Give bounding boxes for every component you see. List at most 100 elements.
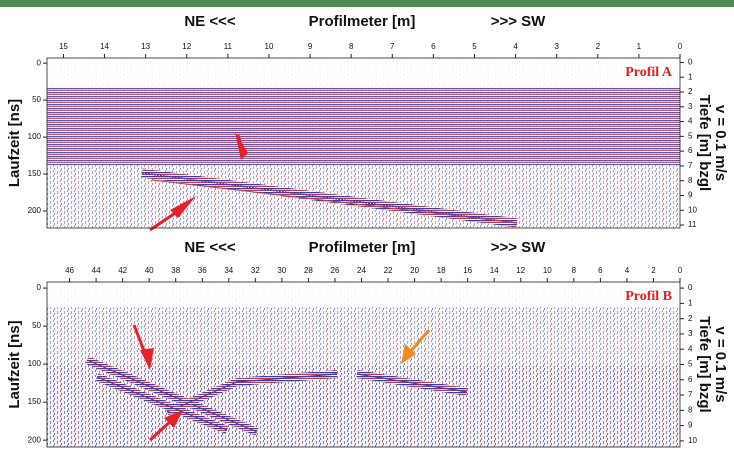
- reflector: [151, 179, 518, 224]
- x-tick-label: 12: [182, 42, 191, 51]
- y-tick-label: 150: [28, 169, 42, 178]
- x-tick-label: 26: [331, 266, 340, 275]
- x-tick-label: 10: [543, 266, 552, 275]
- y2-tick-label: 1: [688, 298, 693, 307]
- y2-tick-label: 6: [688, 146, 693, 155]
- direction-right: >>> SW: [491, 13, 546, 30]
- y-axis-title: Laufzeit [ns]: [6, 99, 23, 187]
- x-tick-label: 18: [437, 266, 446, 275]
- direction-right: >>> SW: [491, 239, 546, 256]
- arrow-shaft: [236, 134, 246, 156]
- y2-tick-label: 7: [688, 390, 693, 399]
- direction-left: NE <<<: [184, 13, 236, 30]
- y2-tick-label: 9: [688, 421, 693, 430]
- banded-layer: [47, 86, 680, 166]
- y-tick-label: 50: [32, 95, 41, 104]
- x-tick-label: 20: [410, 266, 419, 275]
- y2-tick-label: 5: [688, 131, 693, 140]
- arrow: [401, 344, 416, 364]
- x-tick-label: 7: [390, 42, 395, 51]
- y2-tick-label: 2: [688, 314, 693, 323]
- x-tick-label: 36: [198, 266, 207, 275]
- y-tick-label: 0: [37, 58, 42, 67]
- y2-tick-label: 0: [688, 283, 693, 292]
- arrow: [140, 348, 154, 370]
- y-tick-label: 50: [32, 321, 41, 330]
- y2-tick-label: 5: [688, 360, 693, 369]
- x-tick-label: 13: [141, 42, 150, 51]
- plot-frame: [46, 57, 681, 229]
- x-tick-label: 14: [100, 42, 109, 51]
- y-tick-label: 150: [28, 397, 42, 406]
- arrow-shaft: [408, 329, 431, 353]
- x-tick-label: 14: [490, 266, 499, 275]
- y-tick-label: 200: [28, 435, 42, 444]
- x-tick-label: 44: [92, 266, 101, 275]
- x-tick-label: 3: [554, 42, 559, 51]
- y-tick-label: 200: [28, 206, 42, 215]
- x-tick-label: 4: [625, 266, 630, 275]
- x-tick-label: 32: [251, 266, 260, 275]
- x-tick-label: 11: [224, 42, 233, 51]
- y2-tick-label: 10: [688, 436, 697, 445]
- x-tick-label: 9: [308, 42, 313, 51]
- reflector: [141, 172, 518, 224]
- y2-tick-label: 3: [688, 102, 693, 111]
- x-tick-label: 2: [651, 266, 656, 275]
- profile-label: Profil A: [625, 65, 673, 80]
- x-tick-label: 8: [349, 42, 354, 51]
- y2-axis-title: v = 0.1 m/s: [712, 105, 729, 181]
- y2-axis-title: Tiefe [m] bzgl: [696, 316, 713, 412]
- reflector: [166, 373, 338, 413]
- y-tick-label: 100: [28, 359, 42, 368]
- y2-axis-title: Tiefe [m] bzgl: [696, 95, 713, 191]
- y-tick-label: 100: [28, 132, 42, 141]
- x-tick-label: 28: [304, 266, 313, 275]
- y2-tick-label: 6: [688, 375, 693, 384]
- y-tick-label: 0: [37, 283, 42, 292]
- x-tick-label: 1: [637, 42, 642, 51]
- x-tick-label: 16: [463, 266, 472, 275]
- y2-tick-label: 8: [688, 405, 693, 414]
- x-tick-label: 40: [145, 266, 154, 275]
- x-tick-label: 0: [678, 266, 683, 275]
- arrow-shaft: [149, 205, 185, 232]
- x-tick-label: 2: [596, 42, 601, 51]
- reflector: [86, 359, 258, 433]
- direction-left: NE <<<: [184, 239, 236, 256]
- x-tick-label: 6: [431, 42, 436, 51]
- panel: NE <<< Profilmeter [m] >>> SW Profil B 4 6 44 4…: [6, 239, 729, 448]
- x-tick-label: 30: [277, 266, 286, 275]
- x-tick-label: 5: [472, 42, 477, 51]
- x-tick-label: 8: [572, 266, 577, 275]
- x-tick-label: 4: [513, 42, 518, 51]
- y2-axis-title: v = 0.1 m/s: [712, 326, 729, 402]
- x-tick-label: 0: [678, 42, 683, 51]
- x-tick-label: 22: [384, 266, 393, 275]
- profile-label: Profil B: [625, 289, 672, 304]
- x-tick-label: 24: [357, 266, 366, 275]
- y2-tick-label: 7: [688, 161, 693, 170]
- arrow-shaft: [148, 418, 174, 442]
- top-bar: [0, 0, 734, 7]
- y2-tick-label: 9: [688, 191, 693, 200]
- y2-tick-label: 2: [688, 87, 693, 96]
- x-axis-title: Profilmeter [m]: [309, 13, 416, 30]
- y2-tick-label: 3: [688, 329, 693, 338]
- reflector: [356, 373, 468, 393]
- y2-tick-label: 1: [688, 72, 693, 81]
- y2-tick-label: 4: [688, 117, 693, 126]
- x-tick-label: 42: [118, 266, 127, 275]
- y2-tick-label: 8: [688, 176, 693, 185]
- x-tick-label: 34: [224, 266, 233, 275]
- x-axis-title: Profilmeter [m]: [309, 239, 416, 256]
- arrow: [164, 410, 183, 428]
- y2-tick-label: 10: [688, 205, 697, 214]
- reflector: [96, 376, 228, 431]
- y-axis-title: Laufzeit [ns]: [6, 320, 23, 408]
- fade: [47, 282, 680, 307]
- fade: [47, 58, 680, 87]
- x-tick-label: 38: [171, 266, 180, 275]
